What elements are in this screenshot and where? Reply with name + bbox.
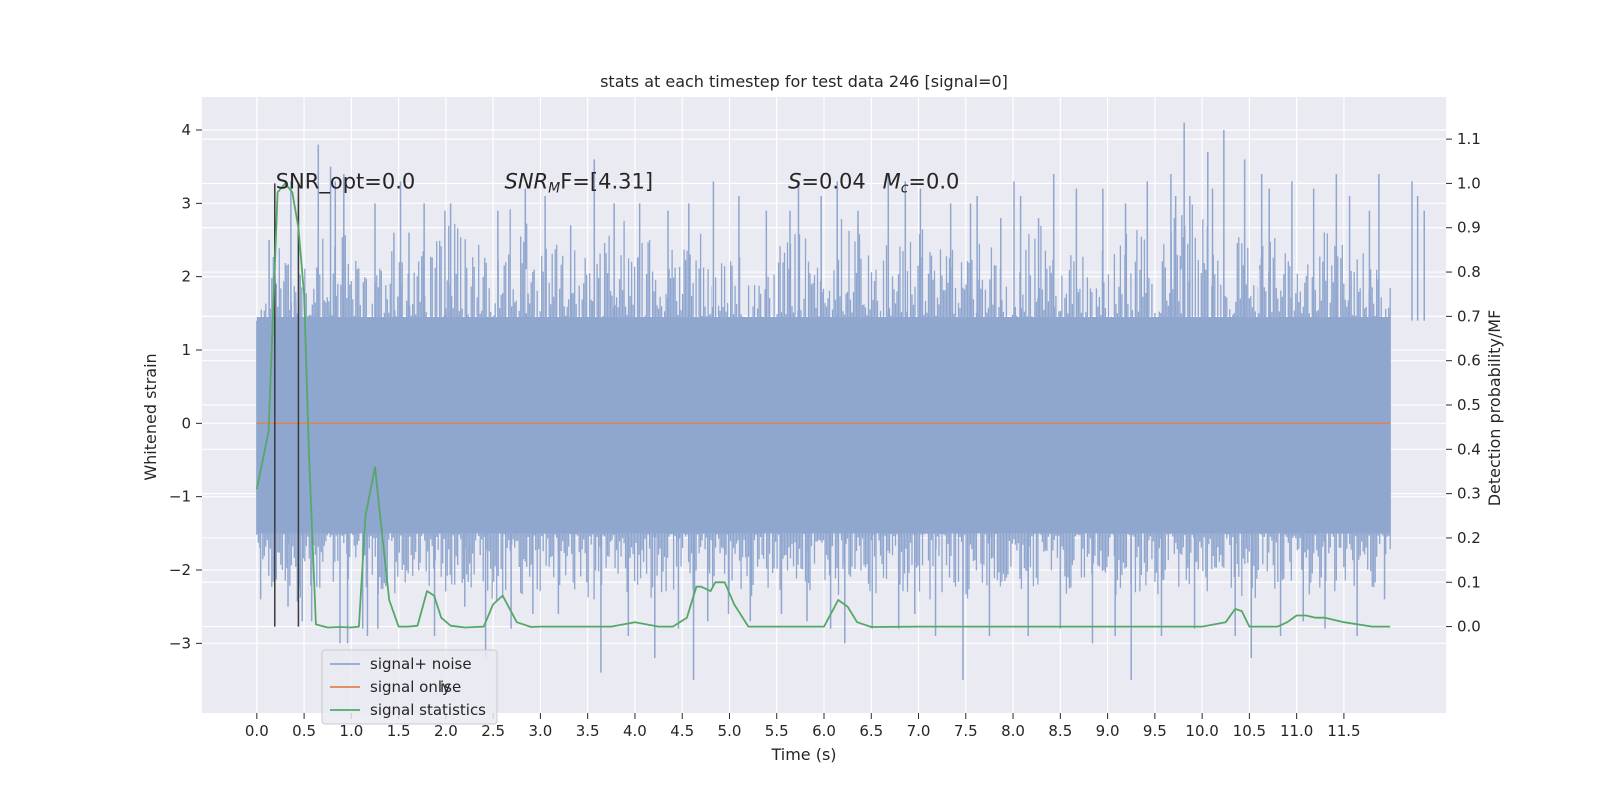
y-tick-label: −3: [169, 634, 191, 652]
x-tick-label: 4.5: [670, 722, 694, 740]
x-tick-label: 4.0: [623, 722, 647, 740]
y-tick-label: −1: [169, 488, 191, 506]
series-signal-noise-core: [256, 317, 1391, 534]
x-tick-label: 5.5: [765, 722, 789, 740]
legend-label: signal statistics: [370, 701, 486, 719]
chart-title: stats at each timestep for test data 246…: [600, 72, 1008, 91]
x-tick-label: 0.0: [245, 722, 269, 740]
annotation-text: SNRMF=[4.31]: [504, 169, 653, 196]
y-right-tick-label: 1.1: [1457, 130, 1481, 148]
x-tick-label: 9.0: [1096, 722, 1120, 740]
x-tick-label: 3.0: [528, 722, 552, 740]
y-right-tick-label: 0.7: [1457, 307, 1481, 325]
x-tick-label: 5.0: [718, 722, 742, 740]
y-right-tick-label: 0.4: [1457, 440, 1481, 458]
annotation-text: Mc=0.0: [883, 169, 960, 196]
annotations: SNR_opt=0.0 SNRMF=[4.31] S=0.04 Mc=0.0: [276, 169, 960, 196]
y-right-tick-label: 0.6: [1457, 352, 1481, 370]
x-tick-label: 7.0: [907, 722, 931, 740]
x-tick-label: 1.0: [339, 722, 363, 740]
y-tick-label: 4: [181, 121, 191, 139]
y-tick-label: −2: [169, 561, 191, 579]
x-tick-label: 2.5: [481, 722, 505, 740]
x-tick-label: 3.5: [576, 722, 600, 740]
x-tick-label: 10.0: [1185, 722, 1218, 740]
legend-ghost-text: ise: [440, 678, 461, 696]
x-tick-label: 8.5: [1048, 722, 1072, 740]
y-right-tick-label: 1.0: [1457, 174, 1481, 192]
y-right-tick-label: 0.0: [1457, 618, 1481, 636]
x-tick-label: 1.5: [387, 722, 411, 740]
x-tick-label: 0.5: [292, 722, 316, 740]
legend-box: [321, 649, 498, 725]
y-right-tick-label: 0.8: [1457, 263, 1481, 281]
y-right-tick-label: 0.2: [1457, 529, 1481, 547]
y-tick-label: 1: [181, 341, 191, 359]
y-right-tick-label: 0.1: [1457, 573, 1481, 591]
y-tick-label: 0: [181, 414, 191, 432]
axes: 0.0 0.5 1.0 1.5 2.0 2.5 3.0 3.5 4.0 4.5 5.0 5.5 6.0 6…: [169, 121, 1481, 740]
annotation-text: SNR_opt=0.0: [276, 169, 416, 194]
x-axis-title: Time (s): [770, 745, 836, 764]
x-tick-label: 8.0: [1001, 722, 1025, 740]
x-tick-label: 10.5: [1233, 722, 1266, 740]
y-right-tick-label: 0.5: [1457, 396, 1481, 414]
y-right-tick-label: 0.3: [1457, 485, 1481, 503]
x-tick-label: 6.0: [812, 722, 836, 740]
x-tick-label: 11.5: [1327, 722, 1360, 740]
annotation-text: S=0.04: [788, 169, 866, 193]
legend-label: signal only: [370, 678, 451, 696]
y-tick-label: 3: [181, 194, 191, 212]
y-tick-label: 2: [181, 268, 191, 286]
data-layer: [255, 122, 1426, 680]
x-tick-label: 7.5: [954, 722, 978, 740]
x-tick-label: 9.5: [1143, 722, 1167, 740]
y-axis-title: Whitened strain: [141, 353, 160, 480]
legend-label: signal+ noise: [370, 655, 472, 673]
x-tick-label: 2.0: [434, 722, 458, 740]
series-signal-statistics: [255, 182, 1391, 629]
x-tick-label: 6.5: [859, 722, 883, 740]
y-axis-right-title: Detection probability/MF: [1485, 310, 1504, 507]
legend: ise signal+ noise signal only signal statis…: [321, 649, 498, 725]
x-tick-label: 11.0: [1280, 722, 1313, 740]
y-right-tick-label: 0.9: [1457, 219, 1481, 237]
